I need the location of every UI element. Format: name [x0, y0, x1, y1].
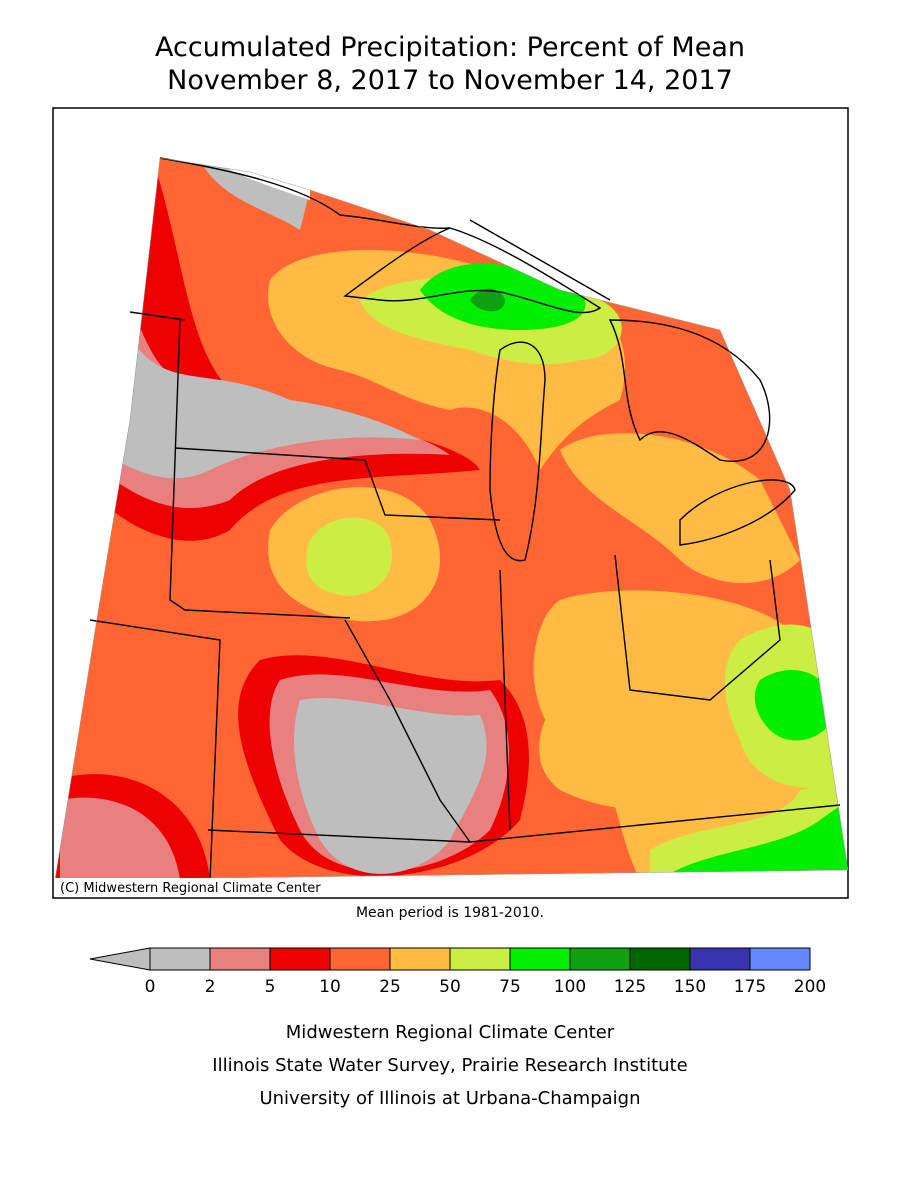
legend-box — [629, 947, 691, 971]
map-credit: (C) Midwestern Regional Climate Center — [60, 881, 321, 896]
legend-tick-label: 125 — [614, 977, 646, 997]
legend-tick-label: 2 — [205, 977, 216, 997]
legend-tick-label: 175 — [734, 977, 766, 997]
legend-tick-label: 5 — [265, 977, 276, 997]
state-borders — [89, 157, 841, 881]
legend-box — [749, 947, 811, 971]
legend-under-arrow — [89, 947, 151, 971]
title-line: November 8, 2017 to November 14, 2017 — [167, 65, 733, 96]
legend-tick-label: 200 — [794, 977, 826, 997]
legend-tick-label: 25 — [379, 977, 401, 997]
footer-line: Midwestern Regional Climate Center — [286, 1022, 615, 1043]
legend-box — [389, 947, 451, 971]
legend-box — [569, 947, 631, 971]
legend-tick-label: 50 — [439, 977, 461, 997]
legend-tick-label: 100 — [554, 977, 586, 997]
legend-box — [449, 947, 511, 971]
legend-box — [509, 947, 571, 971]
legend-box — [149, 947, 211, 971]
legend-box — [689, 947, 751, 971]
legend-tick-label: 10 — [319, 977, 341, 997]
legend: 0 2 5 10 25 50 75 100 125 150 175 200 — [89, 947, 826, 997]
footer-line: University of Illinois at Urbana-Champai… — [259, 1088, 640, 1109]
precip-field — [55, 158, 848, 880]
legend-box — [329, 947, 391, 971]
legend-tick-label: 75 — [499, 977, 521, 997]
region-outline — [54, 157, 849, 881]
lakes — [230, 110, 796, 562]
legend-box — [209, 947, 271, 971]
footer-line: Illinois State Water Survey, Prairie Res… — [212, 1055, 687, 1076]
credit-box — [54, 878, 338, 897]
title-line: Accumulated Precipitation: Percent of Me… — [155, 32, 745, 63]
legend-box — [269, 947, 331, 971]
legend-tick-label: 150 — [674, 977, 706, 997]
mean-period-note: Mean period is 1981-2010. — [356, 905, 544, 921]
legend-tick-label: 0 — [145, 977, 156, 997]
